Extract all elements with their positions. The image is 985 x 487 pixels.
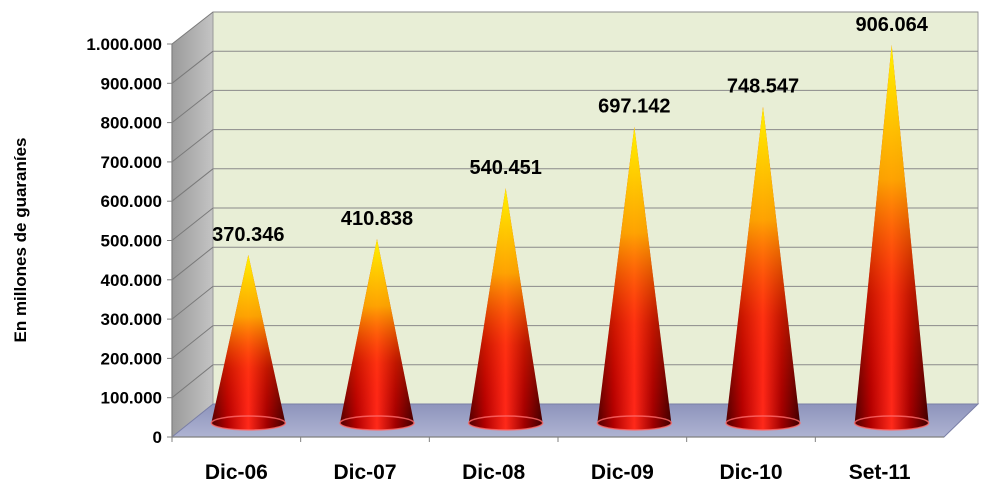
x-tick-label: Dic-09 [591, 461, 654, 484]
gridline-side [171, 325, 214, 359]
y-tick-label: 400.000 [101, 271, 162, 290]
data-label: 370.346 [212, 224, 284, 246]
x-tick-label: Dic-06 [205, 461, 268, 484]
gridline-side [171, 90, 214, 123]
gridline-side [171, 11, 214, 45]
gridline-side [171, 286, 214, 320]
x-axis-ticks: Dic-06 Dic-07 Dic-08 Dic-09 Dic-10 Set-11 [171, 437, 911, 484]
y-tick-label: 200.000 [101, 349, 162, 368]
gridline-side [171, 50, 214, 84]
x-tick-label: Dic-08 [462, 461, 525, 484]
gridline-side [171, 129, 214, 163]
y-tick-label: 300.000 [101, 310, 162, 329]
gridline-side [171, 168, 214, 202]
data-label: 906.064 [856, 14, 929, 36]
y-tick-label: 0 [153, 428, 162, 447]
y-tick-label: 700.000 [101, 153, 162, 172]
x-tick-label: Set-11 [849, 461, 911, 484]
y-tick-label: 800.000 [101, 114, 162, 133]
cones [210, 44, 930, 431]
y-tick-label: 100.000 [101, 389, 162, 408]
data-label: 748.547 [727, 76, 799, 98]
cone-set-11 [853, 44, 930, 431]
cone-dic-08 [467, 188, 544, 431]
gridlines [171, 11, 978, 399]
gridline-side [171, 207, 214, 241]
data-labels: 370.346 410.838 540.451 697.142 748.547 906.0… [212, 14, 929, 246]
x-tick-label: Dic-10 [719, 461, 782, 484]
cone-dic-07 [339, 238, 415, 431]
cone-dic-09 [596, 126, 673, 431]
y-tick-label: 600.000 [101, 192, 162, 211]
y-tick-label: 900.000 [101, 74, 162, 93]
gridline-side [171, 364, 214, 399]
cone-dic-10 [725, 106, 801, 431]
cone-dic-06 [210, 254, 287, 431]
y-axis-ticks: 0 100.000 200.000 300.000 400.000 500.000 600.… [86, 35, 172, 447]
data-label: 540.451 [470, 157, 542, 179]
y-tick-label: 1.000.000 [86, 35, 162, 54]
data-label: 410.838 [341, 208, 413, 230]
x-tick-label: Dic-07 [333, 461, 396, 484]
y-tick-label: 500.000 [101, 232, 162, 251]
data-label: 697.142 [598, 96, 670, 118]
gridline-side [171, 246, 214, 281]
y-axis-title: En millones de guaraníes [11, 137, 30, 342]
